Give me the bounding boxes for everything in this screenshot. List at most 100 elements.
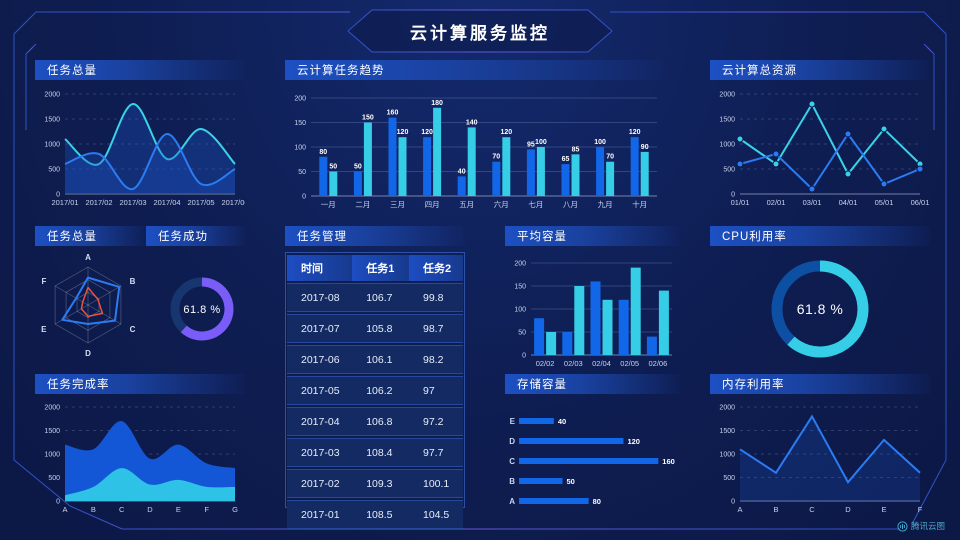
table-cell: 108.5 <box>352 500 409 529</box>
svg-text:六月: 六月 <box>494 199 509 209</box>
svg-text:2017/02: 2017/02 <box>85 198 112 207</box>
svg-text:1500: 1500 <box>719 117 735 124</box>
svg-text:500: 500 <box>48 475 60 482</box>
svg-text:50: 50 <box>298 169 306 176</box>
table-cell: 97.7 <box>408 438 463 467</box>
svg-text:D: D <box>147 505 153 514</box>
svg-text:0: 0 <box>56 499 60 506</box>
table-row: 2017-08 106.7 99.8 <box>287 283 463 312</box>
panel-header-task-success: 任务成功 <box>146 226 245 246</box>
table-cell: 108.4 <box>352 438 409 467</box>
table-row: 2017-01 108.5 104.5 <box>287 500 463 529</box>
svg-text:50: 50 <box>354 164 362 171</box>
task-table: 时间 任务1 任务2 2017-08 106.7 99.8 2017-07 105.8 98.7… <box>287 253 463 531</box>
table-cell: 105.8 <box>352 314 409 343</box>
svg-text:1000: 1000 <box>44 452 60 459</box>
svg-text:02/06: 02/06 <box>649 359 668 368</box>
panel-title: 存储容量 <box>517 379 567 391</box>
table-cell: 100.1 <box>408 469 463 498</box>
table-cell: 104.5 <box>408 500 463 529</box>
watermark-label: 腾讯云图 <box>911 521 946 531</box>
svg-text:150: 150 <box>362 115 374 122</box>
table-cell: 97.2 <box>408 407 463 436</box>
panel-title: 任务总量 <box>47 231 97 243</box>
svg-text:500: 500 <box>723 475 735 482</box>
panel-title: 任务总量 <box>47 65 97 77</box>
table-header-cell: 任务2 <box>408 255 463 281</box>
svg-text:一月: 一月 <box>321 200 336 209</box>
svg-text:02/05: 02/05 <box>620 359 639 368</box>
table-row: 2017-05 106.2 97 <box>287 376 463 405</box>
svg-text:C: C <box>119 505 125 514</box>
task-total-trend-chart: 0 500 1000 1500 2000 2017/01 2017/02 2017/03 201… <box>35 82 248 212</box>
svg-text:140: 140 <box>466 119 478 126</box>
svg-text:B: B <box>91 505 96 514</box>
table-row: 2017-06 106.1 98.2 <box>287 345 463 374</box>
panel-title: 云计算总资源 <box>722 65 797 77</box>
svg-text:A: A <box>62 505 67 514</box>
brand-watermark: 腾讯云图 <box>897 520 945 532</box>
svg-text:90: 90 <box>641 144 649 151</box>
svg-text:0: 0 <box>731 499 735 506</box>
svg-text:200: 200 <box>294 96 306 103</box>
svg-text:04/01: 04/01 <box>839 198 858 207</box>
panel-header-cloud-task-trend: 云计算任务趋势 <box>285 60 665 80</box>
svg-text:七月: 七月 <box>528 200 543 209</box>
svg-text:1000: 1000 <box>719 452 735 459</box>
svg-text:E: E <box>881 505 886 514</box>
panel-header-task-total-trend: 任务总量 <box>35 60 245 80</box>
svg-text:160: 160 <box>662 457 675 466</box>
svg-text:2017/01: 2017/01 <box>51 198 78 207</box>
svg-text:B: B <box>509 477 515 486</box>
table-cell: 106.8 <box>352 407 409 436</box>
task-success-gauge: 61.8 % <box>146 247 258 371</box>
svg-text:E: E <box>176 505 181 514</box>
panel-header-task-total-radar: 任务总量 <box>35 226 147 246</box>
svg-text:二月: 二月 <box>355 200 370 209</box>
table-row: 2017-07 105.8 98.7 <box>287 314 463 343</box>
svg-text:C: C <box>809 505 815 514</box>
table-cell: 106.7 <box>352 283 409 312</box>
svg-text:1500: 1500 <box>44 117 60 124</box>
brand-logo-icon <box>897 520 908 532</box>
svg-text:100: 100 <box>594 139 606 146</box>
svg-text:2000: 2000 <box>719 92 735 99</box>
svg-text:E: E <box>41 325 47 334</box>
table-cell: 99.8 <box>408 283 463 312</box>
svg-text:F: F <box>204 505 209 514</box>
svg-text:65: 65 <box>562 156 570 163</box>
cloud-total-resource-chart: 0 500 1000 1500 2000 01/01 02/01 03/01 04/01 05/0… <box>710 82 930 212</box>
cloud-task-trend-chart: 0 50 100 150 200 一月 二月 三月 四月 五月 六月 七月 八月 九月 十月 80 50 160 1… <box>285 82 665 212</box>
svg-text:180: 180 <box>431 100 443 107</box>
svg-text:1000: 1000 <box>44 142 60 149</box>
panel-header-avg-capacity: 平均容量 <box>505 226 680 246</box>
svg-text:85: 85 <box>572 146 580 153</box>
panel-header-task-completion: 任务完成率 <box>35 374 245 394</box>
svg-text:0: 0 <box>731 192 735 199</box>
svg-text:70: 70 <box>606 154 614 161</box>
svg-text:50: 50 <box>329 164 337 171</box>
svg-text:B: B <box>130 277 136 286</box>
svg-text:120: 120 <box>421 129 433 136</box>
svg-text:02/01: 02/01 <box>767 198 786 207</box>
svg-text:2017/04: 2017/04 <box>153 198 180 207</box>
svg-text:120: 120 <box>500 129 512 136</box>
svg-text:2017/03: 2017/03 <box>119 198 146 207</box>
storage-capacity-chart: E 40 D 120 C 160 B 50 A 80 <box>505 395 680 519</box>
mem-usage-chart: 0 500 1000 1500 2000 A B C D E F <box>710 395 930 519</box>
svg-text:50: 50 <box>518 330 526 337</box>
svg-text:100: 100 <box>514 307 526 314</box>
svg-text:61.8 %: 61.8 % <box>183 304 220 316</box>
svg-text:2017/05: 2017/05 <box>187 198 214 207</box>
svg-text:03/01: 03/01 <box>803 198 822 207</box>
cpu-usage-gauge: 61.8 % <box>710 247 930 371</box>
table-cell: 2017-08 <box>287 283 353 312</box>
svg-text:120: 120 <box>629 129 641 136</box>
panel-header-mem-usage: 内存利用率 <box>710 374 930 394</box>
table-cell: 2017-02 <box>287 469 353 498</box>
svg-text:0: 0 <box>302 194 306 201</box>
table-header-cell: 任务1 <box>352 255 409 281</box>
svg-text:500: 500 <box>723 167 735 174</box>
svg-text:150: 150 <box>294 120 306 127</box>
svg-text:D: D <box>845 505 851 514</box>
